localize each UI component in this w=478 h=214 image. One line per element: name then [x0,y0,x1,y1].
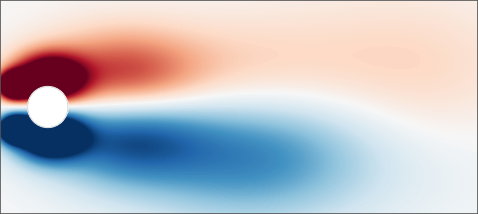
Circle shape [28,87,68,127]
